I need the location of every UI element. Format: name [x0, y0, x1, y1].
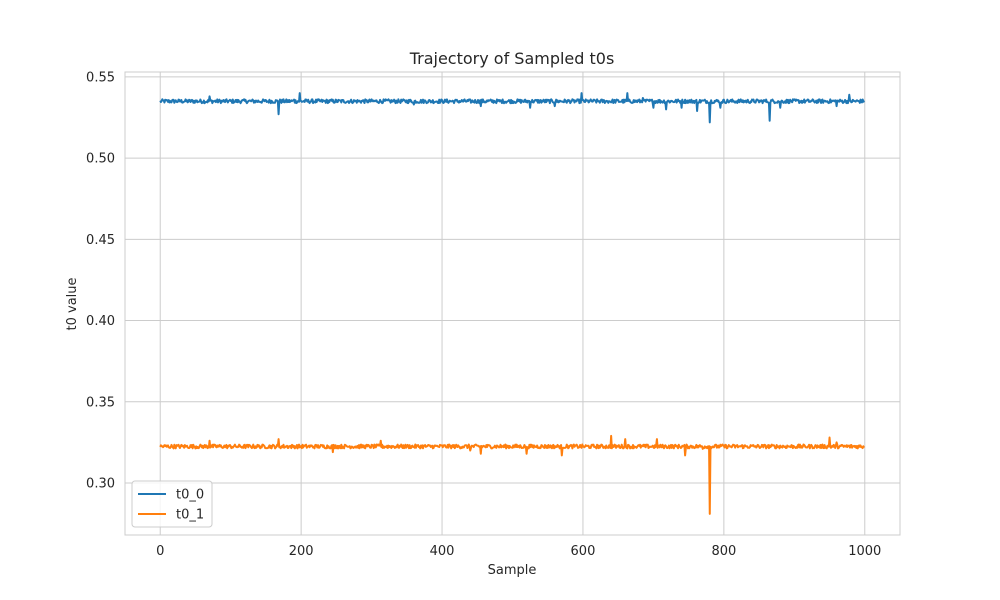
legend: t0_0 t0_1 [131, 480, 213, 528]
y-tick-label: 0.50 [86, 152, 115, 167]
legend-box [131, 480, 213, 528]
grid [125, 72, 900, 535]
x-tick-label: 400 [430, 544, 455, 559]
ticks: 0 200 400 600 800 1000 0.30 0.35 0.40 0.45 0.50 0.5… [86, 70, 881, 559]
x-tick-label: 1000 [848, 544, 881, 559]
x-tick-label: 600 [571, 544, 596, 559]
x-tick-label: 200 [289, 544, 314, 559]
plot-area [124, 71, 901, 536]
series-line-t0-0 [159, 92, 865, 124]
y-tick-label: 0.40 [86, 314, 115, 329]
y-tick-label: 0.45 [86, 233, 115, 248]
x-tick-label: 800 [711, 544, 736, 559]
y-tick-label: 0.30 [86, 477, 115, 492]
legend-label: t0_0 [176, 488, 204, 503]
legend-label: t0_1 [176, 508, 204, 523]
series-line-t0-1 [159, 434, 865, 515]
y-tick-label: 0.35 [86, 395, 115, 410]
y-tick-label: 0.55 [86, 70, 115, 85]
series-layer [159, 92, 865, 515]
x-tick-label: 0 [156, 544, 164, 559]
chart-title: Trajectory of Sampled t0s [409, 49, 615, 68]
y-axis-label: t0 value [65, 277, 80, 330]
x-axis-label: Sample [488, 563, 537, 578]
